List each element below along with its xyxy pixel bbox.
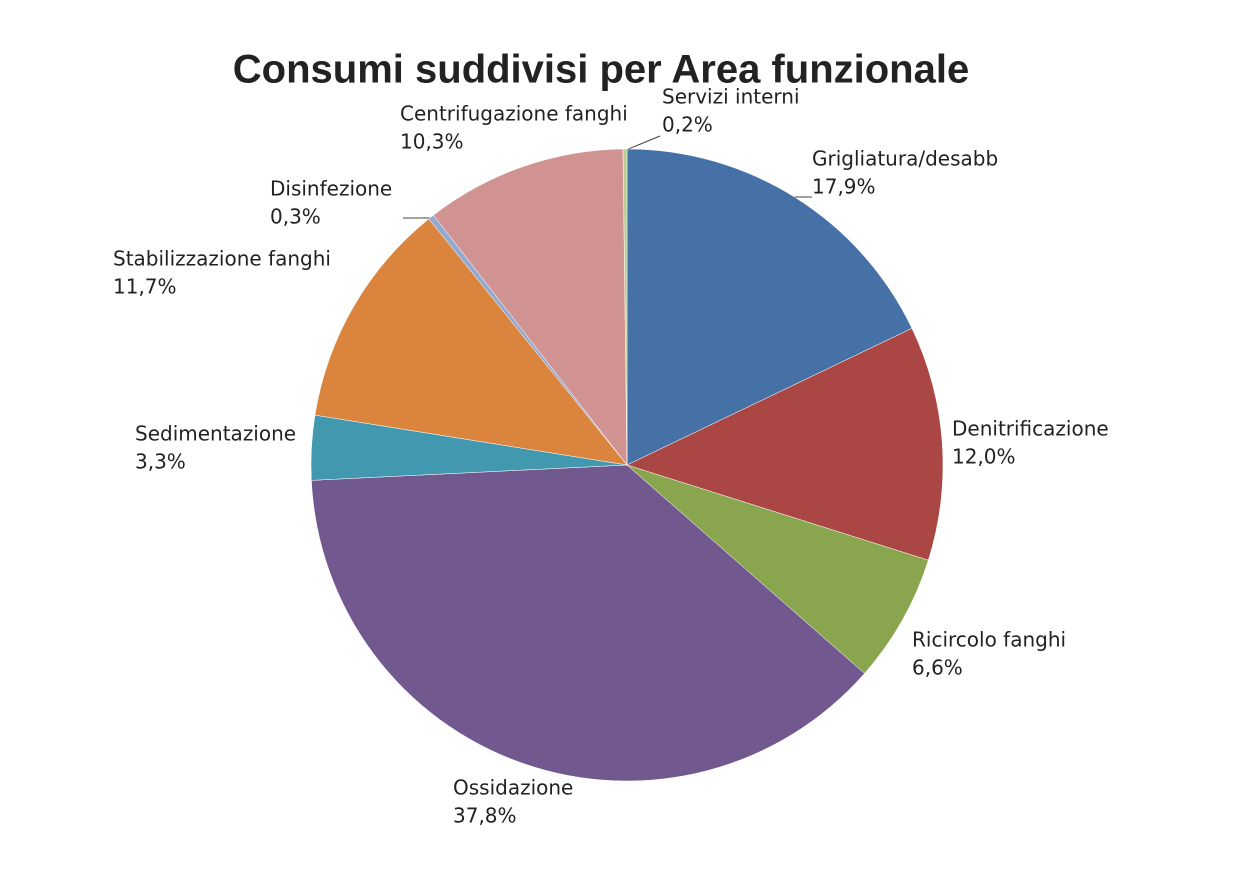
leader-line (625, 135, 661, 151)
slice-value-label: 0,3% (270, 205, 321, 229)
slice-value-label: 3,3% (135, 450, 186, 474)
slice-label: Stabilizzazione fanghi (113, 247, 331, 271)
pie-slice (626, 148, 913, 466)
slice-label: Ossidazione (453, 776, 573, 800)
slice-label: Servizi interni (662, 85, 800, 109)
slice-value-label: 0,2% (662, 113, 713, 137)
slice-label: Ricircolo fanghi (912, 628, 1066, 652)
slice-value-label: 11,7% (113, 275, 177, 299)
slice-label: Centrifugazione fanghi (400, 102, 628, 126)
slice-label: Denitrificazione (952, 417, 1109, 441)
chart-title: Consumi suddivisi per Area funzionale (233, 48, 969, 92)
pie-slice (626, 328, 944, 561)
slice-label: Sedimentazione (135, 422, 296, 446)
pie-slice (433, 148, 628, 466)
slice-label: Disinfezione (270, 177, 392, 201)
slice-value-label: 10,3% (400, 130, 464, 154)
slice-value-label: 12,0% (952, 445, 1016, 469)
slice-value-label: 37,8% (453, 804, 517, 828)
slice-value-label: 6,6% (912, 656, 963, 680)
pie-slice (622, 148, 628, 466)
pie-slice (314, 218, 628, 466)
pie-slice (311, 464, 865, 782)
slice-value-label: 17,9% (812, 175, 876, 199)
pie-slice (626, 464, 929, 674)
slice-label: Grigliatura/desabb (812, 147, 998, 171)
